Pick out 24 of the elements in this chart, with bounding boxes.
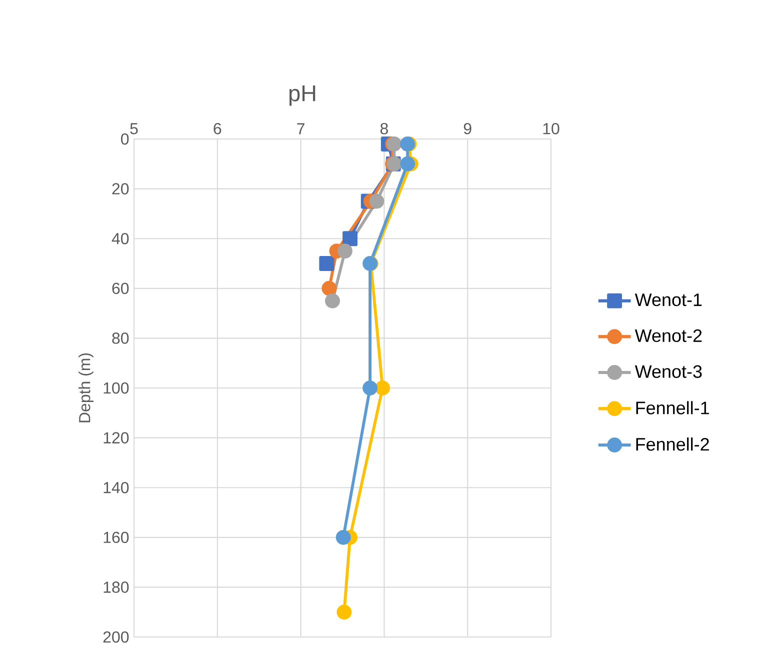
legend-label: Wenot-3 [634, 365, 702, 378]
y-tick-label: 80 [112, 332, 129, 344]
y-tick-label: 140 [104, 482, 129, 494]
x-tick-label: 9 [464, 122, 472, 134]
x-axis-title: pH [289, 86, 316, 106]
x-tick-label: 10 [543, 122, 560, 134]
y-tick-label: 20 [112, 183, 129, 194]
y-tick-label: 100 [104, 382, 129, 394]
legend-label: Wenot-2 [634, 329, 702, 342]
x-tick-label: 6 [214, 122, 222, 134]
x-tick-label: 7 [297, 123, 304, 134]
legend-label: Fennell-2 [636, 437, 709, 451]
x-tick-label: 5 [130, 123, 138, 134]
y-tick-label: 60 [112, 282, 129, 294]
legend-label: Wenot-1 [634, 294, 702, 306]
legend-label: Fennell-1 [636, 401, 709, 414]
y-tick-label: 120 [104, 432, 129, 444]
y-tick-label: 0 [121, 133, 129, 145]
y-tick-label: 40 [112, 232, 129, 244]
x-tick-label: 8 [380, 122, 388, 134]
y-axis-title: Depth (m) [78, 353, 94, 422]
y-tick-label: 160 [104, 532, 129, 544]
y-tick-label: 200 [103, 631, 129, 643]
y-tick-label: 180 [104, 582, 129, 593]
